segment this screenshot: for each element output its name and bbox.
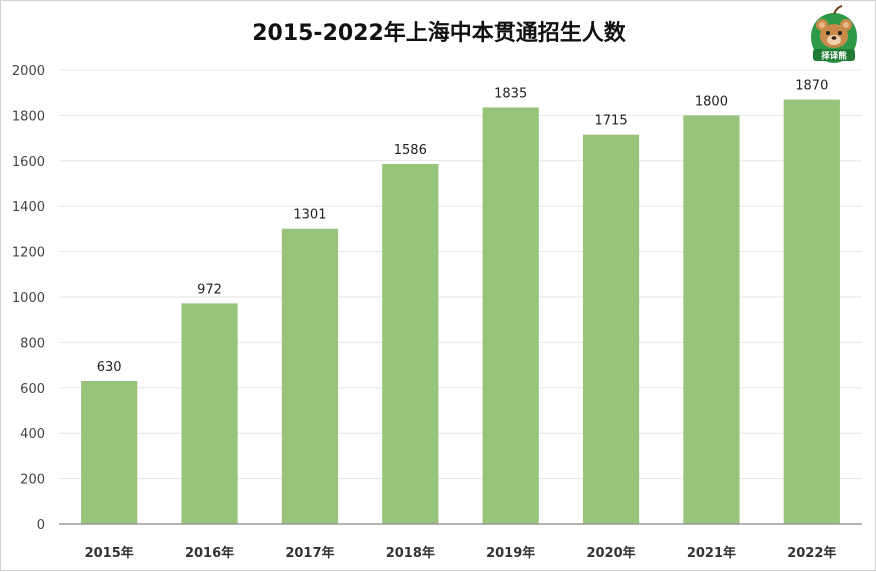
y-tick-label: 400: [20, 427, 45, 442]
x-tick-label: 2016年: [185, 545, 234, 561]
y-tick-label: 1200: [12, 246, 45, 261]
y-tick-label: 200: [20, 473, 45, 488]
y-tick-label: 600: [20, 382, 45, 397]
data-label: 1715: [595, 114, 628, 129]
logo-text: 择译熊: [821, 51, 847, 62]
x-axis-ticks: 2015年 2016年 2017年 2018年 2019年 2020年 2021年 2022年: [85, 545, 837, 561]
data-label: 1301: [293, 208, 326, 223]
bar: [81, 380, 138, 524]
y-tick-label: 1600: [12, 155, 45, 170]
x-tick-label: 2018年: [386, 545, 435, 561]
y-tick-label: 0: [37, 518, 45, 533]
data-label: 972: [197, 282, 222, 297]
x-tick-label: 2021年: [687, 545, 736, 561]
bar: [382, 163, 439, 524]
data-label: 1800: [695, 94, 728, 109]
y-tick-label: 1800: [12, 109, 45, 124]
data-label: 1870: [795, 79, 828, 94]
chart-title: 2015-2022年上海中本贯通招生人数: [252, 21, 626, 46]
y-tick-label: 1000: [12, 291, 45, 306]
x-tick-label: 2022年: [787, 545, 836, 561]
bar: [482, 107, 539, 524]
bar: [582, 134, 640, 524]
data-label: 1835: [494, 86, 527, 101]
y-tick-label: 1400: [12, 200, 45, 215]
x-tick-label: 2019年: [486, 545, 535, 561]
x-tick-label: 2020年: [586, 545, 635, 561]
grid-lines: [59, 69, 862, 480]
x-tick-label: 2015年: [85, 545, 134, 561]
y-tick-label: 2000: [12, 64, 45, 79]
bar: [281, 228, 339, 524]
x-tick-label: 2017年: [285, 545, 334, 561]
bars: [81, 99, 840, 525]
data-labels: 630 972 1301 1586 1835 1715 1800 1870: [97, 79, 829, 375]
bear-mascot-icon: 择译熊: [811, 5, 857, 63]
y-tick-label: 800: [20, 336, 45, 351]
data-label: 630: [97, 360, 122, 375]
bar: [181, 303, 238, 524]
data-label: 1586: [394, 143, 427, 158]
bar: [683, 115, 740, 525]
bar: [783, 99, 840, 524]
y-axis-ticks: 0 200 400 600 800 1000 1200 1400 1600 1800 2000: [12, 64, 45, 533]
